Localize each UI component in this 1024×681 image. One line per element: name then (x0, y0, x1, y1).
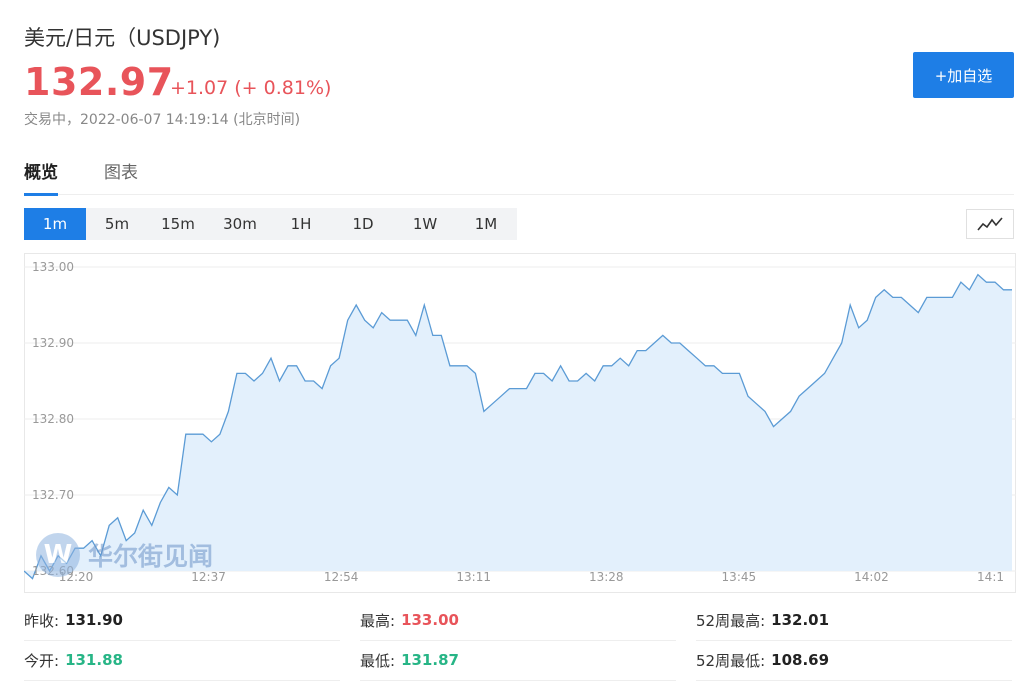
stat-label: 昨收: (24, 611, 60, 630)
period-1h-button[interactable]: 1H (290, 215, 312, 233)
stat-prev-close: 昨收: 131.90 (24, 600, 340, 641)
watermark: W 华尔街见闻 (36, 533, 213, 577)
x-tick-label: 13:11 (456, 570, 491, 584)
stat-label: 最高: (360, 611, 396, 630)
watermark-text: 华尔街见闻 (88, 542, 214, 571)
instrument-title: 美元/日元（USDJPY) (24, 26, 221, 50)
x-tick-label: 14:02 (854, 570, 889, 584)
current-price: 132.97 (24, 60, 174, 104)
period-5m-button[interactable]: 5m (104, 215, 130, 233)
x-tick-label: 12:37 (191, 570, 226, 584)
period-1m-button[interactable]: 1m (24, 208, 86, 240)
x-tick-label: 12:54 (324, 570, 359, 584)
stat-label: 52周最低: (696, 651, 766, 670)
line-chart-icon (977, 217, 1003, 231)
period-1d-button[interactable]: 1D (352, 215, 374, 233)
x-tick-label: 14:1 (977, 570, 1004, 584)
price-area (24, 274, 1012, 579)
stat-52w-low: 52周最低: 108.69 (696, 640, 1012, 681)
stat-low: 最低: 131.87 (360, 640, 676, 681)
y-tick-label: 132.70 (32, 488, 74, 502)
x-tick-label: 13:45 (722, 570, 757, 584)
y-tick-label: 133.00 (32, 260, 74, 274)
stat-value: 133.00 (401, 611, 459, 629)
trading-status: 交易中，2022-06-07 14:19:14 (北京时间) (24, 112, 301, 128)
tab-chart[interactable]: 图表 (104, 163, 138, 183)
price-change: +1.07 (+ 0.81%) (170, 77, 332, 99)
x-tick-label: 13:28 (589, 570, 624, 584)
period-30m-button[interactable]: 30m (223, 215, 257, 233)
stat-value: 108.69 (771, 651, 830, 669)
stat-value: 131.90 (65, 611, 123, 629)
stat-value: 131.88 (65, 651, 123, 669)
stat-52w-high: 52周最高: 132.01 (696, 600, 1012, 641)
y-tick-label: 132.90 (32, 336, 74, 350)
stat-value: 131.87 (401, 651, 459, 669)
stat-open: 今开: 131.88 (24, 640, 340, 681)
stat-label: 最低: (360, 651, 396, 670)
tab-bar: 概览 图表 (24, 158, 1014, 196)
watermark-logo: W (36, 533, 80, 577)
tab-overview[interactable]: 概览 (24, 158, 58, 196)
stat-label: 52周最高: (696, 611, 766, 630)
price-chart[interactable]: 133.00132.90132.80132.70132.6012:2012:37… (24, 253, 1016, 593)
stat-label: 今开: (24, 651, 60, 670)
stat-value: 132.01 (771, 611, 830, 629)
period-1w-button[interactable]: 1W (412, 215, 438, 233)
period-15m-button[interactable]: 15m (161, 215, 195, 233)
stat-high: 最高: 133.00 (360, 600, 676, 641)
period-selector: 1m 5m 15m 30m 1H 1D 1W 1M (24, 208, 517, 240)
stats-row: 昨收: 131.90 最高: 133.00 52周最高: 132.01 (24, 600, 1016, 641)
y-tick-label: 132.80 (32, 412, 74, 426)
stats-row: 今开: 131.88 最低: 131.87 52周最低: 108.69 (24, 640, 1016, 681)
price-line (24, 273, 1012, 580)
period-1M-button[interactable]: 1M (474, 215, 498, 233)
chart-type-button[interactable] (966, 209, 1014, 239)
add-to-watchlist-button[interactable]: +加自选 (913, 52, 1014, 98)
